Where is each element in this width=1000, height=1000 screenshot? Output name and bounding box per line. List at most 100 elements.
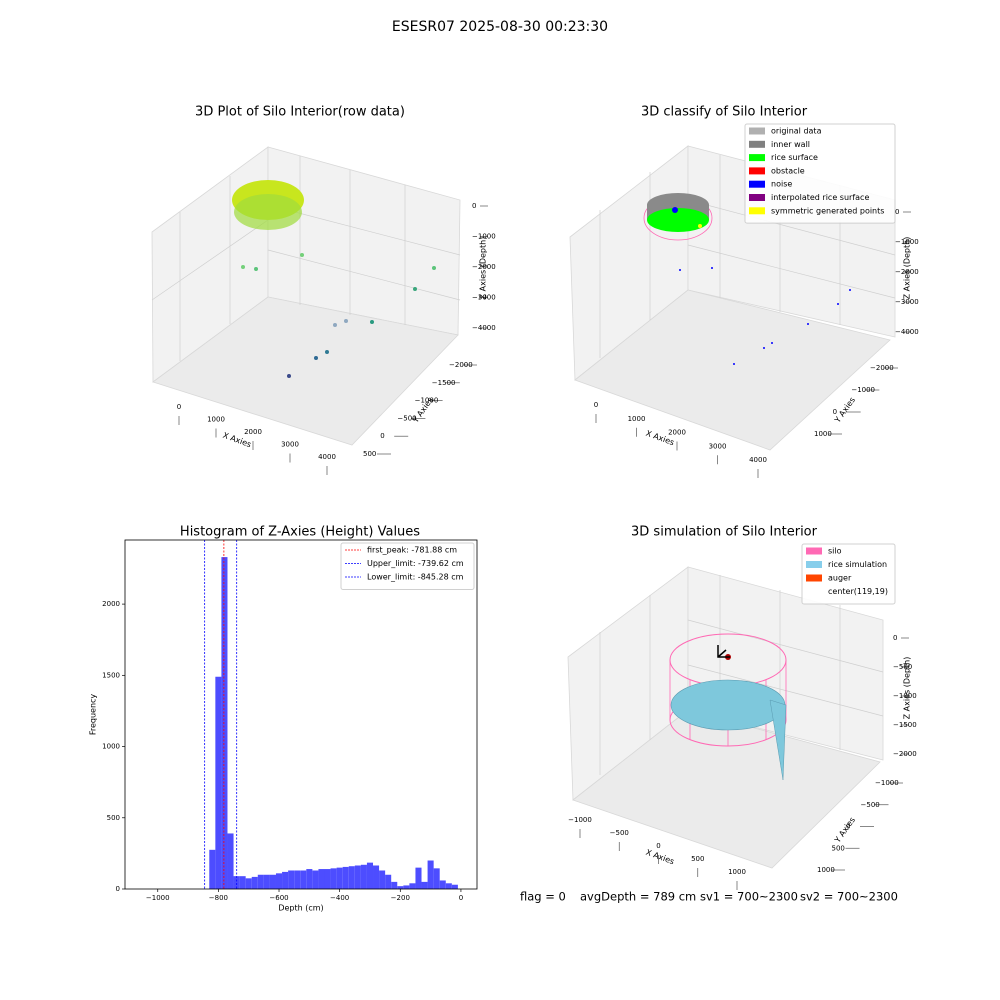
axis-label: Z Axies (Depth)	[903, 237, 912, 300]
bar	[209, 849, 216, 889]
x-tick-label: −400	[330, 894, 349, 902]
footer: flag = 0 avgDepth = 789 cm sv1 = 700~230…	[520, 890, 898, 904]
legend-label: interpolated rice surface	[771, 193, 869, 202]
footer-avg-depth: avgDepth = 789 cm	[580, 890, 696, 904]
legend-label: inner wall	[771, 140, 810, 149]
bar	[354, 865, 361, 889]
y-tick-label: −2000	[449, 361, 473, 369]
bar	[336, 867, 343, 889]
x-tick-label: 500	[691, 855, 704, 863]
z-tick-label: −500	[893, 663, 912, 671]
bar	[421, 881, 428, 889]
bar	[306, 869, 313, 889]
legend-label: rice simulation	[828, 560, 887, 569]
x-tick-label: 4000	[749, 456, 767, 464]
plot-frame	[124, 539, 478, 890]
y-tick-label: −1000	[415, 397, 439, 405]
bar	[263, 874, 270, 889]
bar	[227, 833, 234, 889]
y-tick-label: 1000	[817, 866, 835, 874]
y-tick-label: −1500	[432, 379, 456, 387]
bar	[257, 874, 264, 889]
z-tick-label: −4000	[895, 328, 919, 336]
bar	[288, 870, 295, 889]
axis-label: Z Axies (Depth)	[479, 237, 488, 300]
y-tick-label: 1500	[102, 671, 120, 679]
bar	[282, 871, 289, 889]
x-tick-label: 2000	[668, 429, 686, 437]
bar	[294, 870, 301, 889]
bar	[379, 870, 386, 889]
bar	[239, 876, 246, 889]
legend-label: rice surface	[771, 153, 818, 162]
bar	[275, 873, 283, 889]
chart-title: 3D simulation of Silo Interior	[631, 525, 818, 540]
z-tick-label: −4000	[472, 324, 496, 332]
x-tick-label: 3000	[709, 442, 727, 450]
y-tick-label: −1000	[851, 386, 875, 394]
z-tick-label: −1000	[895, 238, 919, 246]
legend-label: symmetric generated points	[771, 206, 884, 215]
z-tick-label: 0	[893, 634, 897, 642]
x-tick-label: 2000	[244, 428, 262, 436]
footer-sv1: sv1 = 700~2300	[700, 890, 798, 904]
bar	[409, 883, 416, 889]
legend-swatch	[806, 547, 822, 555]
bar	[439, 880, 446, 889]
y-tick-label: 500	[832, 844, 845, 852]
y-tick-label: 0	[380, 432, 384, 440]
axis-label: X Axies	[645, 848, 676, 867]
bar	[451, 884, 458, 889]
x-tick-label: 0	[177, 403, 181, 411]
y-tick-label: 500	[363, 450, 376, 458]
y-tick-label: 0	[116, 885, 120, 893]
bar	[391, 881, 398, 889]
bar	[342, 866, 349, 889]
legend-swatch	[806, 588, 822, 595]
x-tick-label: −1000	[146, 894, 170, 902]
x-tick-label: 0	[594, 401, 598, 409]
legend-swatch	[749, 194, 765, 201]
z-tick-label: −3000	[895, 298, 919, 306]
legend-swatch	[749, 167, 765, 175]
bar	[245, 878, 252, 889]
bar	[427, 860, 434, 889]
legend-label: original data	[771, 127, 822, 136]
bar	[403, 885, 410, 889]
y-tick-label: 1000	[814, 430, 832, 438]
bar	[360, 864, 367, 889]
z-tick-label: −2000	[893, 750, 917, 758]
x-tick-label: 3000	[281, 441, 299, 449]
y-tick-label: 2000	[102, 600, 120, 608]
legend-swatch	[749, 154, 765, 162]
legend-label: first_peak: -781.88 cm	[367, 546, 457, 555]
bar	[373, 865, 380, 889]
bar	[251, 876, 258, 889]
bar	[445, 883, 452, 889]
x-tick-label: 0	[459, 894, 463, 902]
bar	[221, 557, 228, 889]
chart-title: Histogram of Z-Axies (Height) Values	[180, 525, 420, 540]
legend-label: center(119,19)	[828, 587, 888, 596]
bar	[366, 862, 374, 889]
z-tick-label: 0	[895, 208, 899, 216]
y-tick-label: −500	[861, 801, 880, 809]
axis-label: Frequency	[89, 694, 98, 736]
bar	[312, 870, 319, 889]
legend-box	[744, 123, 896, 224]
bar	[433, 868, 440, 889]
panel-3d-body	[567, 566, 884, 869]
bar	[318, 869, 325, 889]
axis-label: Z Axies (Depth)	[903, 657, 912, 720]
legend-swatch	[749, 180, 765, 188]
legend-swatch	[749, 140, 765, 148]
bar	[415, 867, 422, 889]
chart-title: 3D classify of Silo Interior	[641, 105, 808, 120]
y-tick-label: −2000	[870, 364, 894, 372]
z-tick-label: −1500	[893, 721, 917, 729]
x-tick-label: 1000	[728, 868, 746, 876]
x-tick-label: 0	[656, 842, 660, 850]
footer-flag: flag = 0	[520, 890, 566, 904]
figure-title: ESESR07 2025-08-30 00:23:30	[392, 19, 608, 35]
